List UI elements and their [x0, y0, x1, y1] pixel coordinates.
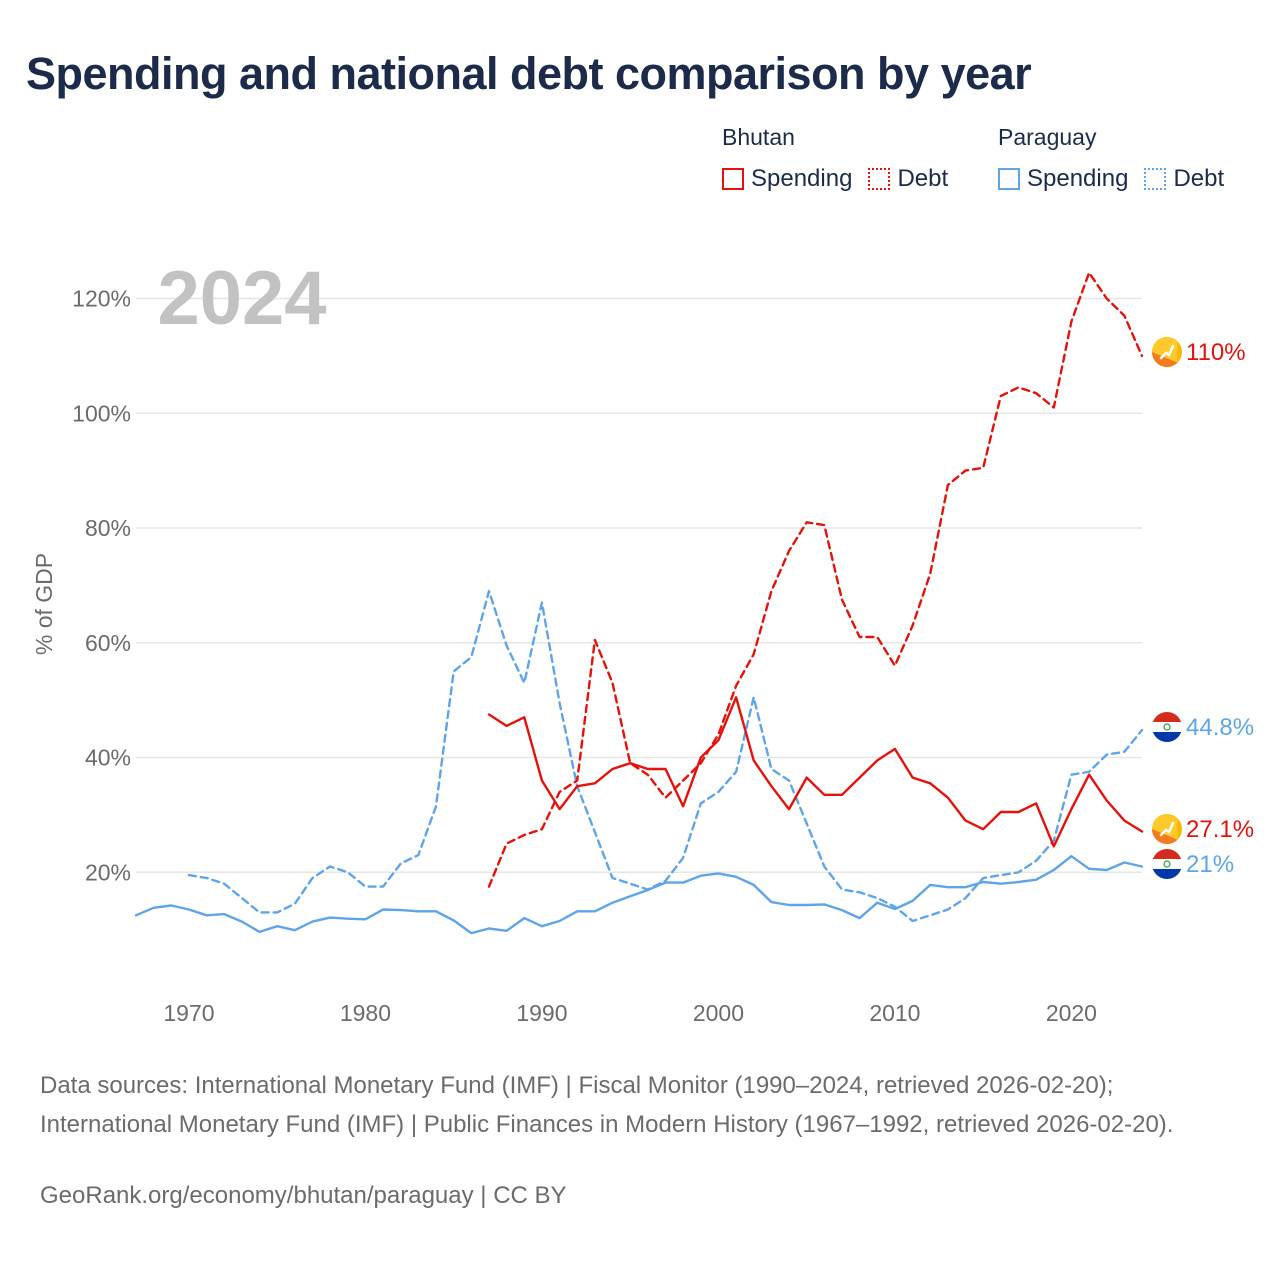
legend-label: Spending — [751, 165, 853, 192]
data-sources: Data sources: International Monetary Fun… — [40, 1072, 1174, 1138]
end-marker-paraguay-spending: 21% — [1152, 849, 1234, 879]
flag-stripe-white — [1152, 722, 1182, 732]
legend-swatch-solid — [998, 168, 1020, 190]
bhutan-flag-lower-half — [1152, 829, 1178, 844]
flag-emblem — [1163, 860, 1171, 868]
series-line-bhutan-spending — [487, 696, 1144, 848]
y-axis-label: % of GDP — [31, 553, 57, 655]
legend-group-name: Paraguay — [998, 124, 1097, 150]
end-marker-bhutan-spending: 27.1% — [1152, 814, 1254, 844]
y-tick-label: 20% — [85, 859, 131, 885]
y-tick-label: 120% — [72, 286, 131, 312]
year-label: 2024 — [157, 256, 326, 341]
bhutan-flag-upper-half — [1152, 337, 1178, 363]
chart-area: 20% 40% 60% 80% 100% 120% 1970 1980 1990 2000 2010… — [31, 256, 1254, 1026]
legend-label: Debt — [897, 165, 949, 192]
legend-item-paraguay-debt[interactable]: Debt — [1144, 165, 1224, 193]
x-tick-label: 2020 — [1046, 1000, 1097, 1026]
credit-link[interactable]: GeoRank.org/economy/bhutan/paraguay | CC… — [40, 1182, 567, 1209]
end-marker-bhutan-debt: 110% — [1152, 337, 1246, 367]
flag-stripe-blue — [1152, 732, 1182, 742]
series-line-paraguay-spending — [134, 855, 1144, 935]
series-line-paraguay-debt — [187, 589, 1144, 923]
x-tick-label: 1980 — [340, 1000, 391, 1026]
x-tick-label: 1970 — [163, 1000, 214, 1026]
bhutan-flag-lower-half — [1152, 352, 1178, 367]
flag-stripe-white — [1152, 859, 1182, 869]
end-value-label: 21% — [1186, 851, 1234, 878]
flag-stripe-red — [1152, 712, 1182, 722]
end-marker-paraguay-debt: 44.8% — [1152, 712, 1254, 742]
x-tick-label: 2010 — [869, 1000, 920, 1026]
x-tick-label: 1990 — [516, 1000, 567, 1026]
bhutan-flag-upper-half — [1152, 814, 1178, 840]
x-tick-label: 2000 — [693, 1000, 744, 1026]
y-tick-label: 100% — [72, 400, 131, 426]
legend-item-bhutan-debt[interactable]: Debt — [868, 165, 948, 193]
y-tick-label: 60% — [85, 630, 131, 656]
end-value-label: 110% — [1186, 339, 1246, 366]
legend-swatch-dotted — [868, 168, 891, 190]
legend-group-name: Bhutan — [722, 124, 795, 150]
flag-stripe-red — [1152, 849, 1182, 859]
y-tick-label: 40% — [85, 745, 131, 771]
flag-stripe-blue — [1152, 869, 1182, 879]
series-line-bhutan-debt — [487, 271, 1144, 888]
legend-group-paraguay: Paraguay Spending Debt — [998, 124, 1240, 193]
y-tick-label: 80% — [85, 515, 131, 541]
end-value-label: 27.1% — [1186, 816, 1254, 843]
legend-label: Spending — [1027, 165, 1129, 192]
bhutan-dragon-mark — [1159, 344, 1175, 360]
legend-swatch-solid — [722, 168, 744, 190]
legend-item-bhutan-spending[interactable]: Spending — [722, 165, 852, 193]
end-value-label: 44.8% — [1186, 714, 1254, 741]
legend-swatch-dotted — [1144, 168, 1167, 190]
flag-emblem — [1163, 723, 1171, 731]
chart-title: Spending and national debt comparison by… — [26, 48, 1032, 99]
legend-group-bhutan: Bhutan Spending Debt — [722, 124, 964, 193]
paraguay-flag-icon — [1152, 849, 1182, 879]
bhutan-dragon-mark — [1159, 821, 1175, 837]
paraguay-flag-icon — [1152, 712, 1182, 742]
legend-label: Debt — [1173, 165, 1225, 192]
legend-item-paraguay-spending[interactable]: Spending — [998, 165, 1128, 193]
